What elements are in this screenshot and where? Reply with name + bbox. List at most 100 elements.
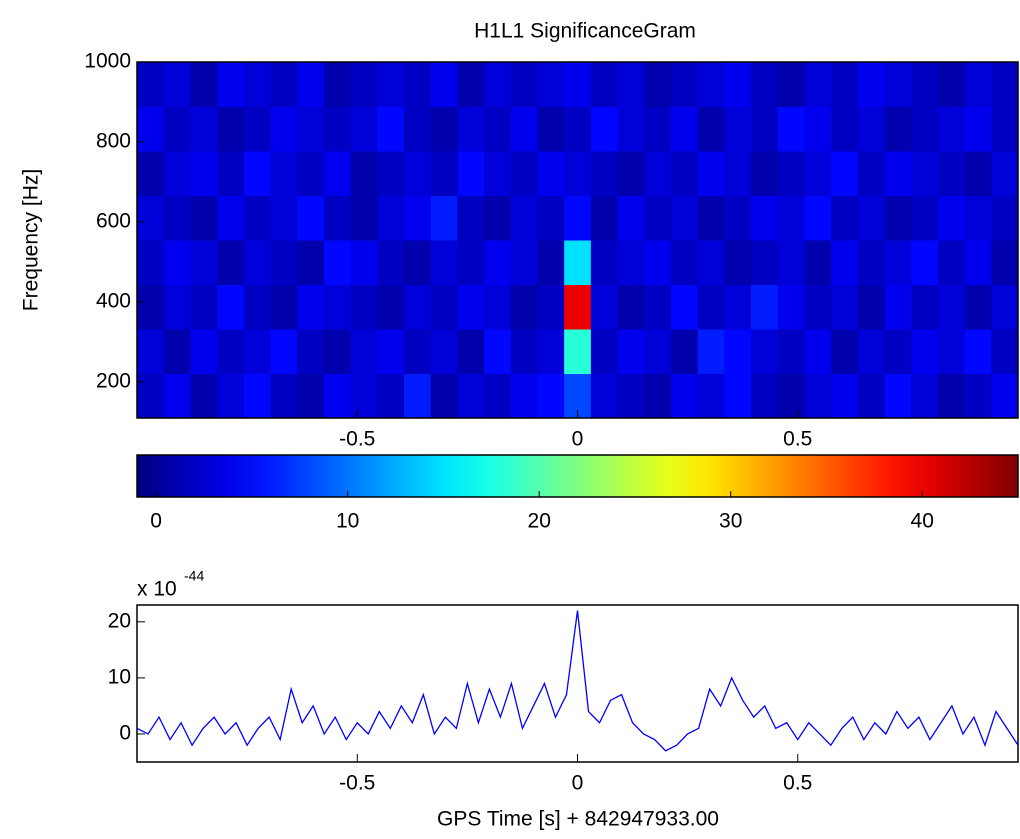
heatmap-cell <box>777 240 805 285</box>
heatmap-cell <box>884 106 912 152</box>
heatmap-cell <box>217 240 245 285</box>
heatmap-cell <box>297 195 325 241</box>
heatmap-cell <box>484 240 512 285</box>
heatmap-cell <box>644 195 672 241</box>
heatmap-cell <box>217 151 245 196</box>
heatmap-cell <box>751 329 779 374</box>
heatmap-cell <box>243 240 271 285</box>
y-tick-label: 0 <box>119 722 131 745</box>
heatmap-cell <box>857 151 886 196</box>
heatmap-cell <box>243 373 271 419</box>
heatmap-cell <box>964 240 992 285</box>
heatmap-cell <box>270 240 298 285</box>
heatmap-cell <box>831 373 859 419</box>
heatmap-cell <box>457 195 485 241</box>
heatmap-cell <box>377 373 405 419</box>
heatmap-cell <box>670 284 699 330</box>
heatmap-cell <box>697 195 725 241</box>
heatmap-cell <box>297 284 325 330</box>
heatmap-cell <box>457 373 485 419</box>
heatmap-cell <box>884 195 912 241</box>
colorbar-tick-label: 10 <box>336 510 359 533</box>
heatmap-cell <box>537 62 565 107</box>
heatmap-cell <box>510 106 538 152</box>
heatmap-cell <box>510 284 538 330</box>
heatmap-cell <box>884 240 912 285</box>
heatmap-cell <box>670 240 699 285</box>
heatmap-cell <box>697 284 725 330</box>
heatmap-cell <box>831 106 859 152</box>
heatmap-cell <box>163 151 191 196</box>
heatmap-cell <box>911 284 939 330</box>
heatmap-cell <box>297 329 325 374</box>
heatmap-cell <box>564 240 592 285</box>
y-tick-label: 400 <box>96 290 131 313</box>
heatmap-cell <box>270 106 298 152</box>
heatmap-cell <box>323 62 352 107</box>
heatmap-cell <box>217 284 245 330</box>
heatmap-cell <box>670 62 699 107</box>
heatmap-cell <box>751 284 779 330</box>
heatmap-cell <box>484 373 512 419</box>
heatmap-cell <box>777 329 805 374</box>
y-tick-label: 600 <box>96 210 131 233</box>
y-axis-label: Frequency [Hz] <box>20 169 43 311</box>
heatmap-cell <box>430 240 458 285</box>
heatmap-cell <box>991 106 1019 152</box>
x-tick-label: -0.5 <box>339 772 375 795</box>
heatmap-cell <box>751 62 779 107</box>
heatmap-cell <box>137 284 165 330</box>
heatmap-cell <box>991 240 1019 285</box>
heatmap-cell <box>617 62 645 107</box>
heatmap-cell <box>911 240 939 285</box>
heatmap-cell <box>670 329 699 374</box>
heatmap-cell <box>777 62 805 107</box>
heatmap-cell <box>270 284 298 330</box>
heatmap-cell <box>590 195 619 241</box>
heatmap-cell <box>964 373 992 419</box>
heatmap-cell <box>457 62 485 107</box>
colorbar-tick-label: 20 <box>528 510 551 533</box>
heatmap-cell <box>670 195 699 241</box>
heatmap-cell <box>163 195 191 241</box>
heatmap-cell <box>350 329 378 374</box>
heatmap-cell <box>644 151 672 196</box>
heatmap-cell <box>457 106 485 152</box>
heatmap-cell <box>537 240 565 285</box>
heatmap-cell <box>430 151 458 196</box>
heatmap-cell <box>590 106 619 152</box>
heatmap-cell <box>831 195 859 241</box>
heatmap-cell <box>804 373 832 419</box>
heatmap-cell <box>964 284 992 330</box>
heatmap-cell <box>403 240 432 285</box>
heatmap-cell <box>804 62 832 107</box>
heatmap-cell <box>510 151 538 196</box>
heatmap-cell <box>270 151 298 196</box>
heatmap-cell <box>857 62 886 107</box>
heatmap-cell <box>724 373 752 419</box>
heatmap-cell <box>430 373 458 419</box>
heatmap-cell <box>831 284 859 330</box>
heatmap-cell <box>403 284 432 330</box>
heatmap-cell <box>377 106 405 152</box>
heatmap-cell <box>937 62 966 107</box>
colorbar-tick-label: 0 <box>150 510 162 533</box>
heatmap-cell <box>751 240 779 285</box>
colorbar-tick-label: 30 <box>719 510 742 533</box>
y-multiplier: x 10 <box>137 578 177 601</box>
heatmap-cell <box>964 195 992 241</box>
heatmap-cell <box>537 329 565 374</box>
heatmap-cell <box>857 195 886 241</box>
heatmap-cell <box>564 106 592 152</box>
heatmap-cell <box>590 151 619 196</box>
heatmap-cell <box>751 195 779 241</box>
heatmap-cell <box>617 151 645 196</box>
heatmap-cell <box>991 329 1019 374</box>
heatmap-cell <box>857 373 886 419</box>
heatmap-cell <box>323 373 352 419</box>
heatmap-cell <box>804 240 832 285</box>
heatmap-cell <box>857 329 886 374</box>
heatmap-cell <box>323 329 352 374</box>
x-tick-label: 0 <box>572 428 584 451</box>
heatmap-cell <box>163 106 191 152</box>
